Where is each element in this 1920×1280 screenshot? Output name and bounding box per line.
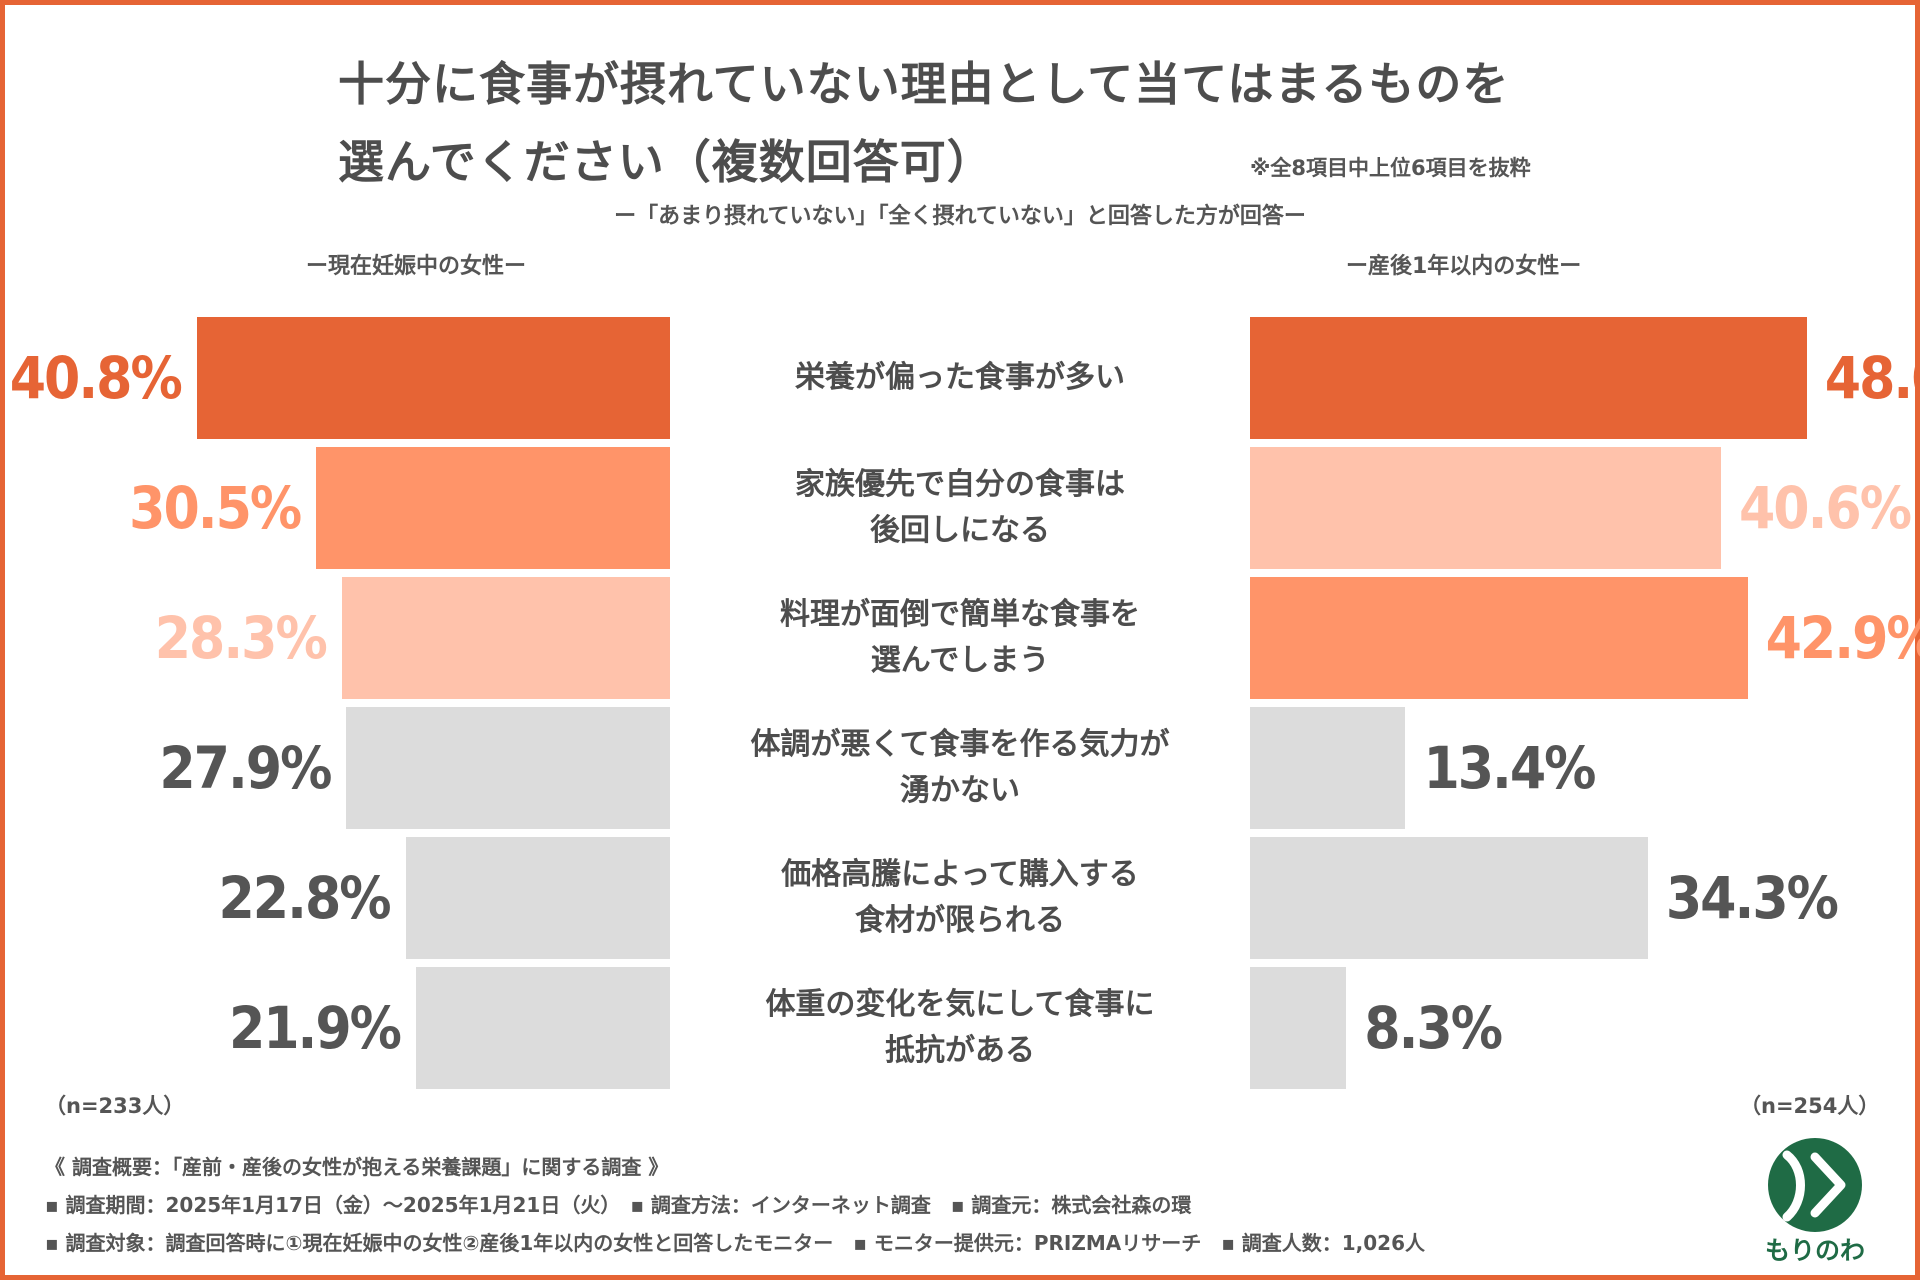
category-label-line: 価格高騰によって購入する [781, 857, 1139, 892]
category-label-line: 料理が面倒で簡単な食事を [780, 597, 1140, 632]
morinowa-leaf-logo-icon: もりのわ [1765, 1138, 1865, 1265]
pregnant-value-label: 40.8% [9, 344, 183, 412]
survey-summary-period-method: ▪ 調査期間：2025年1月17日（金）〜2025年1月21日（火） ▪ 調査方… [45, 1193, 1192, 1217]
category-label-line: 栄養が偏った食事が多い [795, 360, 1125, 395]
postpartum-value-label: 8.3% [1364, 994, 1503, 1062]
pregnant-bar [341, 577, 670, 699]
postpartum-value-label: 42.9% [1765, 604, 1920, 672]
pregnant-bar [316, 447, 670, 569]
postpartum-bar [1250, 967, 1347, 1089]
left-sample-size: （n=233人） [45, 1094, 185, 1118]
category-label: 家族優先で自分の食事は 後回しになる [705, 462, 1215, 554]
postpartum-bar [1250, 707, 1406, 829]
pregnant-value-label: 28.3% [154, 604, 328, 672]
category-label-line: 後回しになる [870, 513, 1050, 548]
postpartum-bar [1250, 577, 1748, 699]
category-label: 栄養が偏った食事が多い [705, 355, 1215, 401]
pregnant-bar [196, 317, 670, 439]
category-label-line: 抵抗がある [885, 1033, 1035, 1068]
pregnant-value-label: 27.9% [159, 734, 332, 802]
pregnant-bar [405, 837, 670, 959]
category-label: 料理が面倒で簡単な食事を 選んでしまう [705, 592, 1215, 684]
category-label-line: 食材が限られる [855, 903, 1065, 938]
right-sample-size: （n=254人） [1740, 1094, 1880, 1118]
pregnant-value-label: 22.8% [218, 864, 392, 932]
category-label-line: 湧かない [900, 773, 1020, 808]
postpartum-bar [1250, 317, 1807, 439]
category-label-line: 体調が悪くて食事を作る気力が [750, 727, 1170, 762]
category-label-line: 選んでしまう [870, 643, 1050, 678]
postpartum-bar [1250, 837, 1648, 959]
chart-subtitle: ー「あまり摂れていない」「全く摂れていない」と回答した方が回答ー [614, 204, 1306, 229]
postpartum-value-label: 40.6% [1738, 474, 1912, 542]
survey-summary-heading: 《 調査概要：「産前・産後の女性が抱える栄養課題」に関する調査 》 [45, 1155, 669, 1179]
right-panel-label: ー産後1年以内の女性ー [1346, 254, 1582, 279]
postpartum-bar [1250, 447, 1721, 569]
postpartum-value-label: 48.0% [1824, 344, 1920, 412]
pregnant-value-label: 30.5% [129, 474, 302, 542]
chart-title-line-1: 十分に食事が摂れていない理由として当てはまるものを [338, 57, 1510, 111]
postpartum-value-label: 13.4% [1423, 734, 1596, 802]
category-label-line: 体重の変化を気にして食事に [765, 987, 1155, 1022]
left-panel-label: ー現在妊娠中の女性ー [306, 254, 527, 279]
excerpt-note: ※全8項目中上位6項目を抜粋 [1250, 156, 1531, 180]
pregnant-value-label: 21.9% [228, 994, 402, 1062]
brand-logo-text: もりのわ [1765, 1236, 1865, 1265]
category-label-line: 家族優先で自分の食事は [795, 467, 1125, 502]
chart-title-line-2: 選んでください（複数回答可） [338, 135, 994, 189]
category-label: 価格高騰によって購入する 食材が限られる [705, 852, 1215, 944]
pregnant-bar [415, 967, 670, 1089]
postpartum-value-label: 34.3% [1665, 864, 1839, 932]
brand-logo: もりのわ [1757, 1135, 1877, 1265]
category-label: 体重の変化を気にして食事に 抵抗がある [705, 982, 1215, 1074]
pregnant-bar [346, 707, 670, 829]
chart-title: 十分に食事が摂れていない理由として当てはまるものを 選んでください（複数回答可） [338, 45, 1658, 201]
category-label: 体調が悪くて食事を作る気力が 湧かない [705, 722, 1215, 814]
survey-summary: 《 調査概要：「産前・産後の女性が抱える栄養課題」に関する調査 》 ▪ 調査期間… [45, 1148, 1425, 1262]
survey-summary-target: ▪ 調査対象：調査回答時に①現在妊娠中の女性②産後1年以内の女性と回答したモニタ… [45, 1231, 1425, 1255]
